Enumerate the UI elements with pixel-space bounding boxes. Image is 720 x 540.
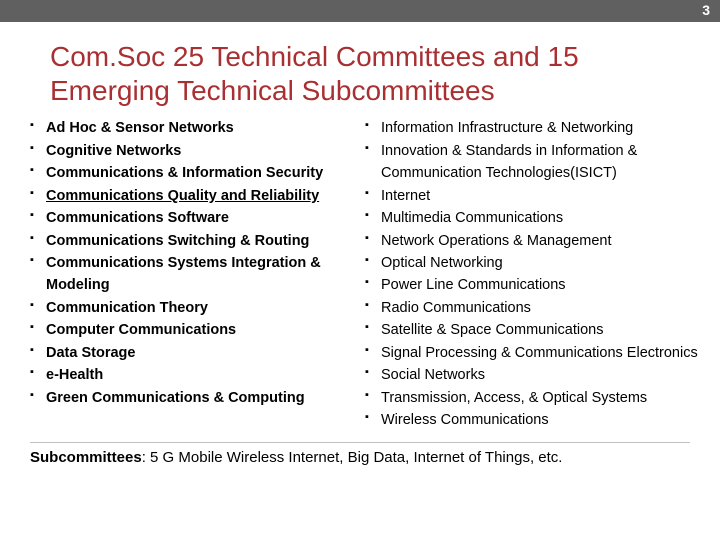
list-item: Communications Switching & Routing xyxy=(30,230,365,252)
list-item: Ad Hoc & Sensor Networks xyxy=(30,117,365,139)
footer-text: Subcommittees: 5 G Mobile Wireless Inter… xyxy=(0,449,720,466)
list-item: Internet xyxy=(365,185,700,207)
content-columns: Ad Hoc & Sensor NetworksCognitive Networ… xyxy=(0,117,720,432)
list-item: Satellite & Space Communications xyxy=(365,319,700,341)
list-item: Transmission, Access, & Optical Systems xyxy=(365,387,700,409)
right-column: Information Infrastructure & NetworkingI… xyxy=(365,117,700,432)
list-item: Green Communications & Computing xyxy=(30,387,365,409)
linked-text[interactable]: Communications Quality and Reliability xyxy=(46,188,319,204)
list-item[interactable]: Communications Quality and Reliability xyxy=(30,185,365,207)
list-item: Communication Theory xyxy=(30,297,365,319)
list-item: Social Networks xyxy=(365,364,700,386)
list-item: Signal Processing & Communications Elect… xyxy=(365,342,700,364)
list-item: Communications Systems Integration & Mod… xyxy=(30,252,365,297)
list-item: Computer Communications xyxy=(30,319,365,341)
list-item: Communications & Information Security xyxy=(30,162,365,184)
left-list: Ad Hoc & Sensor NetworksCognitive Networ… xyxy=(30,117,365,409)
divider xyxy=(30,442,690,443)
list-item: Data Storage xyxy=(30,342,365,364)
list-item: e-Health xyxy=(30,364,365,386)
list-item: Wireless Communications xyxy=(365,409,700,431)
list-item: Communications Software xyxy=(30,207,365,229)
list-item: Multimedia Communications xyxy=(365,207,700,229)
page-number: 3 xyxy=(702,2,710,18)
left-column: Ad Hoc & Sensor NetworksCognitive Networ… xyxy=(30,117,365,432)
list-item: Innovation & Standards in Information & … xyxy=(365,140,700,185)
list-item: Optical Networking xyxy=(365,252,700,274)
slide: 3 Com.Soc 25 Technical Committees and 15… xyxy=(0,0,720,540)
footer-body: : 5 G Mobile Wireless Internet, Big Data… xyxy=(142,449,563,466)
list-item: Network Operations & Management xyxy=(365,230,700,252)
list-item: Cognitive Networks xyxy=(30,140,365,162)
top-bar: 3 xyxy=(0,0,720,22)
footer-lead: Subcommittees xyxy=(30,449,142,466)
list-item: Power Line Communications xyxy=(365,274,700,296)
list-item: Information Infrastructure & Networking xyxy=(365,117,700,139)
slide-title: Com.Soc 25 Technical Committees and 15 E… xyxy=(0,22,720,117)
list-item: Radio Communications xyxy=(365,297,700,319)
right-list: Information Infrastructure & NetworkingI… xyxy=(365,117,700,432)
